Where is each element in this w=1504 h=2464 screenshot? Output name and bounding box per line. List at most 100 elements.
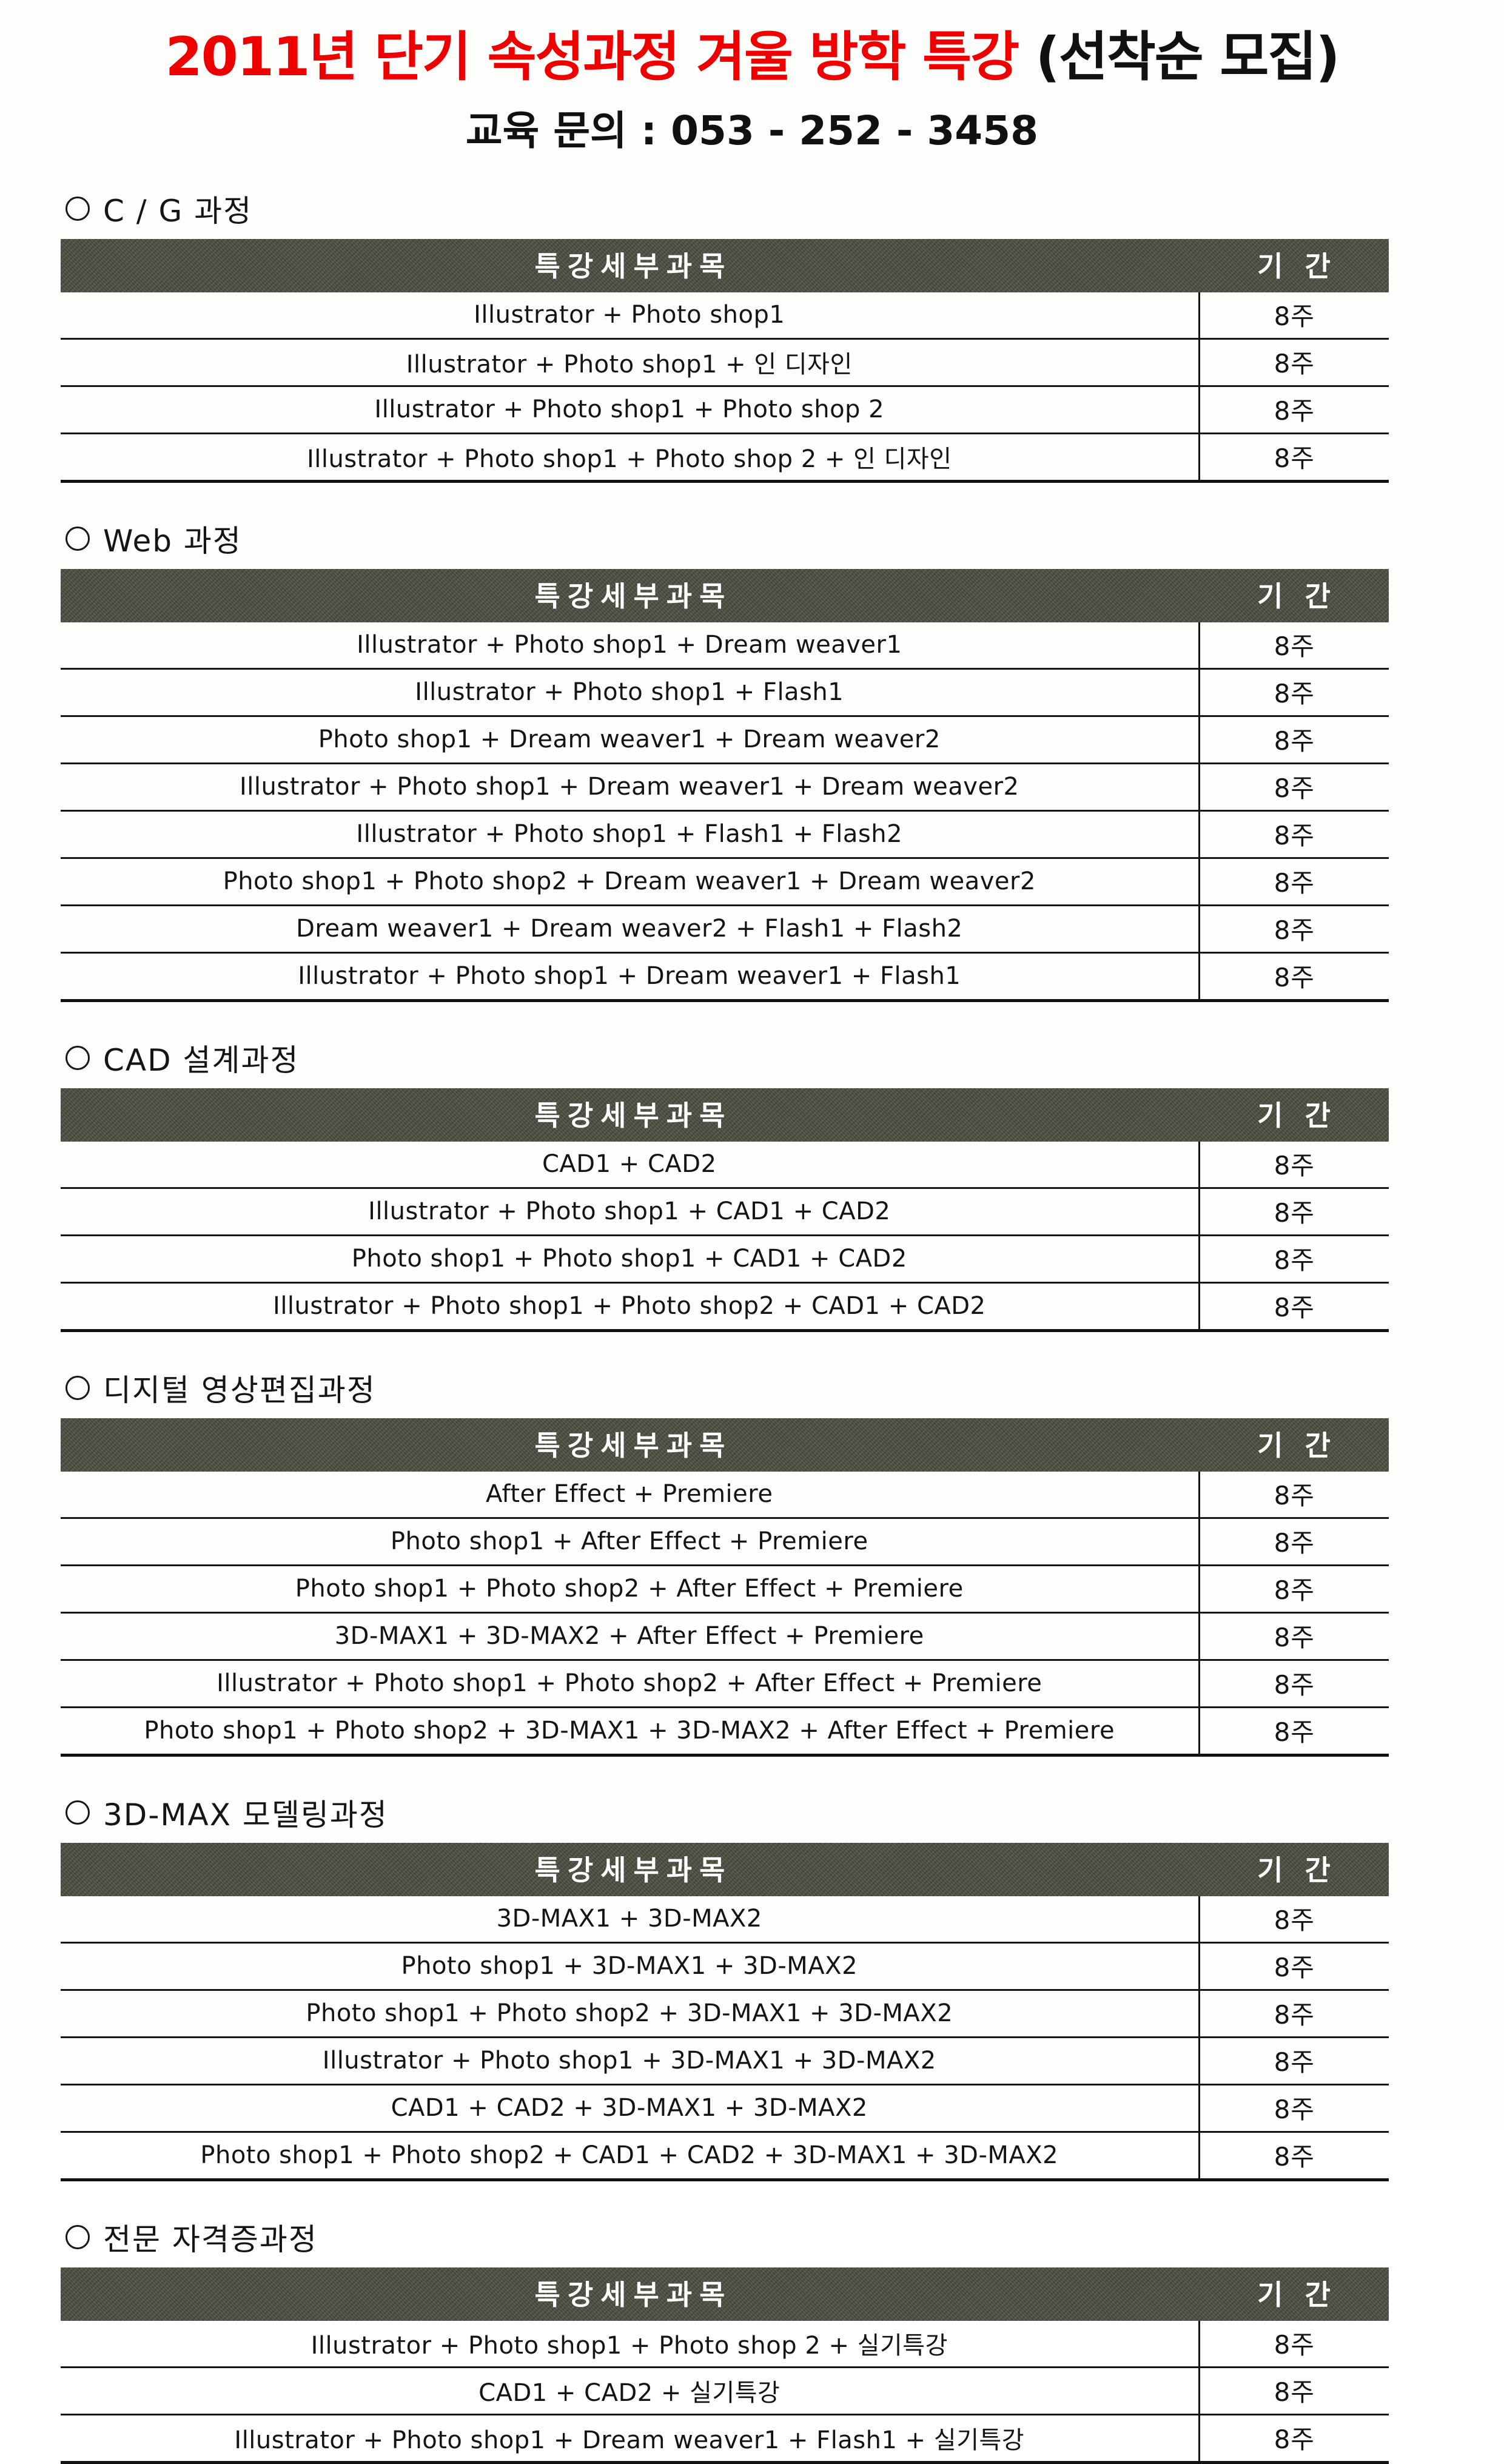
section-heading-label: Web 과정 bbox=[103, 523, 242, 559]
course-subject-cell: 3D-MAX1 + 3D-MAX2 bbox=[61, 1896, 1199, 1944]
course-duration-cell: 8주 bbox=[1198, 668, 1389, 718]
course-subject-cell: Photo shop1 + 3D-MAX1 + 3D-MAX2 bbox=[61, 1942, 1199, 1991]
table-row: Illustrator + Photo shop1 + CAD1 + CAD2 8… bbox=[61, 1188, 1389, 1237]
course-subject-cell: Illustrator + Photo shop1 + Flash1 bbox=[61, 668, 1199, 718]
table-header-row: 특강세부과목 기 간 bbox=[61, 239, 1389, 292]
column-header-subject: 특강세부과목 bbox=[61, 1088, 1199, 1142]
open-circle-icon bbox=[65, 1800, 90, 1825]
course-table: 특강세부과목 기 간 3D-MAX1 + 3D-MAX2 8주 Photo shop1 … bbox=[61, 1843, 1389, 2182]
course-subject-cell: Illustrator + Photo shop1 + 3D-MAX1 + 3D… bbox=[61, 2037, 1199, 2086]
sections-container: C / G 과정 특강세부과목 기 간 Illustrator + Photo sho… bbox=[61, 187, 1443, 2464]
table-row: Photo shop1 + Photo shop2 + 3D-MAX1 + 3D… bbox=[61, 1707, 1389, 1757]
table-row: Illustrator + Photo shop1 + Dream weaver… bbox=[61, 952, 1389, 1003]
course-subject-cell: Photo shop1 + Photo shop2 + After Effect… bbox=[61, 1565, 1199, 1614]
course-subject-cell: Illustrator + Photo shop1 + Flash1 + Fla… bbox=[61, 810, 1199, 860]
course-subject-cell: Illustrator + Photo shop1 + Photo shop 2 bbox=[61, 386, 1199, 435]
course-duration-cell: 8주 bbox=[1198, 1188, 1389, 1237]
table-row: Photo shop1 + Photo shop1 + CAD1 + CAD2 8… bbox=[61, 1235, 1389, 1284]
course-table: 특강세부과목 기 간 Illustrator + Photo shop1 + Pho… bbox=[61, 2267, 1389, 2464]
course-subject-cell: Illustrator + Photo shop1 + Dream weaver… bbox=[61, 952, 1199, 1003]
course-subject-cell: Photo shop1 + Dream weaver1 + Dream weav… bbox=[61, 716, 1199, 765]
table-row: Photo shop1 + Photo shop2 + 3D-MAX1 + 3D… bbox=[61, 1990, 1389, 2039]
table-row: CAD1 + CAD2 + 3D-MAX1 + 3D-MAX2 8주 bbox=[61, 2084, 1389, 2133]
table-row: Photo shop1 + Photo shop2 + CAD1 + CAD2 … bbox=[61, 2132, 1389, 2182]
course-subject-cell: CAD1 + CAD2 + 실기특강 bbox=[61, 2367, 1199, 2416]
column-header-duration: 기 간 bbox=[1199, 569, 1389, 622]
course-subject-cell: Dream weaver1 + Dream weaver2 + Flash1 +… bbox=[61, 905, 1199, 954]
column-header-duration: 기 간 bbox=[1199, 1418, 1389, 1472]
course-table: 특강세부과목 기 간 CAD1 + CAD2 8주 Illustrator + Phot… bbox=[61, 1088, 1389, 1333]
page-title-black-part: (선착순 모집) bbox=[1035, 25, 1340, 88]
page-title: 2011년 단기 속성과정 겨울 방학 특강 (선착순 모집) bbox=[61, 29, 1443, 85]
course-duration-cell: 8주 bbox=[1198, 952, 1389, 1003]
course-subject-cell: After Effect + Premiere bbox=[61, 1472, 1199, 1520]
course-subject-cell: Illustrator + Photo shop1 + Photo shop2 … bbox=[61, 1282, 1199, 1333]
open-circle-icon bbox=[65, 2225, 90, 2250]
course-duration-cell: 8주 bbox=[1198, 1142, 1389, 1190]
table-row: Photo shop1 + Photo shop2 + Dream weaver… bbox=[61, 858, 1389, 907]
course-duration-cell: 8주 bbox=[1198, 1235, 1389, 1284]
column-header-subject: 특강세부과목 bbox=[61, 239, 1199, 292]
course-subject-cell: Photo shop1 + After Effect + Premiere bbox=[61, 1518, 1199, 1567]
course-subject-cell: Photo shop1 + Photo shop1 + CAD1 + CAD2 bbox=[61, 1235, 1199, 1284]
table-row: Photo shop1 + Photo shop2 + After Effect… bbox=[61, 1565, 1389, 1614]
course-section: CAD 설계과정 특강세부과목 기 간 CAD1 + CAD2 8주 Illustrato… bbox=[61, 1036, 1443, 1333]
table-row: Illustrator + Photo shop1 + 인 디자인 8주 bbox=[61, 338, 1389, 388]
course-duration-cell: 8주 bbox=[1198, 338, 1389, 388]
course-duration-cell: 8주 bbox=[1198, 1472, 1389, 1520]
table-row: Dream weaver1 + Dream weaver2 + Flash1 +… bbox=[61, 905, 1389, 954]
course-table: 특강세부과목 기 간 After Effect + Premiere 8주 Photo … bbox=[61, 1418, 1389, 1757]
table-row: Illustrator + Photo shop1 + Photo shop 2… bbox=[61, 2321, 1389, 2369]
course-subject-cell: Illustrator + Photo shop1 + Dream weaver… bbox=[61, 763, 1199, 812]
course-duration-cell: 8주 bbox=[1198, 2321, 1389, 2369]
course-duration-cell: 8주 bbox=[1198, 2367, 1389, 2416]
course-subject-cell: Photo shop1 + Photo shop2 + 3D-MAX1 + 3D… bbox=[61, 1990, 1199, 2039]
section-heading: Web 과정 bbox=[65, 517, 1443, 560]
course-duration-cell: 8주 bbox=[1198, 1565, 1389, 1614]
section-heading: 3D-MAX 모델링과정 bbox=[65, 1791, 1443, 1834]
table-row: 3D-MAX1 + 3D-MAX2 + After Effect + Premi… bbox=[61, 1612, 1389, 1661]
table-row: Illustrator + Photo shop1 + Photo shop 2… bbox=[61, 433, 1389, 483]
course-duration-cell: 8주 bbox=[1198, 2132, 1389, 2182]
course-duration-cell: 8주 bbox=[1198, 716, 1389, 765]
course-duration-cell: 8주 bbox=[1198, 1660, 1389, 1709]
table-header-row: 특강세부과목 기 간 bbox=[61, 569, 1389, 622]
course-subject-cell: Illustrator + Photo shop1 + Dream weaver… bbox=[61, 2414, 1199, 2464]
table-row: Illustrator + Photo shop1 + Dream weaver… bbox=[61, 622, 1389, 670]
course-duration-cell: 8주 bbox=[1198, 292, 1389, 340]
table-header-row: 특강세부과목 기 간 bbox=[61, 1088, 1389, 1142]
course-subject-cell: CAD1 + CAD2 + 3D-MAX1 + 3D-MAX2 bbox=[61, 2084, 1199, 2133]
column-header-duration: 기 간 bbox=[1199, 1088, 1389, 1142]
table-row: Photo shop1 + Dream weaver1 + Dream weav… bbox=[61, 716, 1389, 765]
course-section: 3D-MAX 모델링과정 특강세부과목 기 간 3D-MAX1 + 3D-MAX2 8주… bbox=[61, 1791, 1443, 2182]
course-duration-cell: 8주 bbox=[1198, 858, 1389, 907]
course-section: Web 과정 특강세부과목 기 간 Illustrator + Photo shop1… bbox=[61, 517, 1443, 1003]
course-duration-cell: 8주 bbox=[1198, 1612, 1389, 1661]
section-heading: 디지털 영상편집과정 bbox=[65, 1366, 1443, 1410]
course-subject-cell: Illustrator + Photo shop1 + Photo shop2 … bbox=[61, 1660, 1199, 1709]
course-duration-cell: 8주 bbox=[1198, 905, 1389, 954]
course-duration-cell: 8주 bbox=[1198, 810, 1389, 860]
course-duration-cell: 8주 bbox=[1198, 433, 1389, 483]
course-duration-cell: 8주 bbox=[1198, 763, 1389, 812]
open-circle-icon bbox=[65, 1046, 90, 1071]
course-subject-cell: CAD1 + CAD2 bbox=[61, 1142, 1199, 1190]
course-duration-cell: 8주 bbox=[1198, 1518, 1389, 1567]
table-row: CAD1 + CAD2 8주 bbox=[61, 1142, 1389, 1190]
course-subject-cell: Illustrator + Photo shop1 + Photo shop 2… bbox=[61, 433, 1199, 483]
section-heading-label: 전문 자격증과정 bbox=[103, 2222, 318, 2258]
table-row: After Effect + Premiere 8주 bbox=[61, 1472, 1389, 1520]
column-header-subject: 특강세부과목 bbox=[61, 1843, 1199, 1896]
section-heading-label: C / G 과정 bbox=[103, 194, 253, 229]
table-row: CAD1 + CAD2 + 실기특강 8주 bbox=[61, 2367, 1389, 2416]
column-header-duration: 기 간 bbox=[1199, 239, 1389, 292]
course-subject-cell: Illustrator + Photo shop1 + Photo shop 2… bbox=[61, 2321, 1199, 2369]
course-subject-cell: Photo shop1 + Photo shop2 + CAD1 + CAD2 … bbox=[61, 2132, 1199, 2182]
course-duration-cell: 8주 bbox=[1198, 622, 1389, 670]
table-row: Illustrator + Photo shop1 + Photo shop2 … bbox=[61, 1282, 1389, 1333]
section-heading: CAD 설계과정 bbox=[65, 1036, 1443, 1080]
column-header-subject: 특강세부과목 bbox=[61, 2267, 1199, 2321]
